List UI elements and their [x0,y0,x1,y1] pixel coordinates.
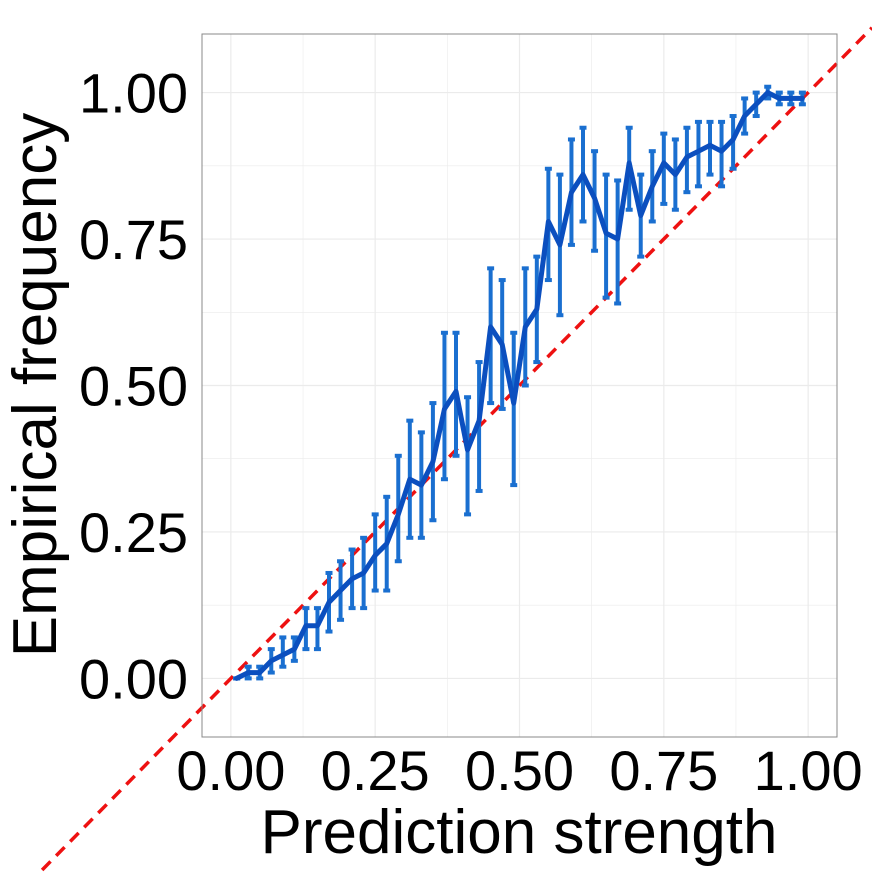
y-tick-label: 0.25 [79,501,188,564]
y-tick-label: 0.50 [79,355,188,418]
series-line [234,90,805,681]
x-tick-label: 1.00 [754,739,863,802]
panel-border [201,33,838,738]
x-tick-label: 0.75 [609,739,718,802]
reference-line-group [37,26,872,872]
y-tick-label: 0.00 [79,647,188,710]
series-line-group [234,90,805,681]
y-axis-title: Empirical frequency [1,113,70,657]
x-axis-ticks: 0.00 0.25 0.50 0.75 1.00 [176,739,862,802]
reference-diagonal-line [37,26,872,872]
x-axis-title: Prediction strength [261,798,778,867]
y-tick-label: 0.75 [79,208,188,271]
x-tick-label: 0.50 [465,739,574,802]
y-tick-label: 1.00 [79,62,188,125]
y-axis-ticks: 0.00 0.25 0.50 0.75 1.00 [79,62,188,711]
x-tick-label: 0.25 [321,739,430,802]
x-tick-label: 0.00 [176,739,285,802]
